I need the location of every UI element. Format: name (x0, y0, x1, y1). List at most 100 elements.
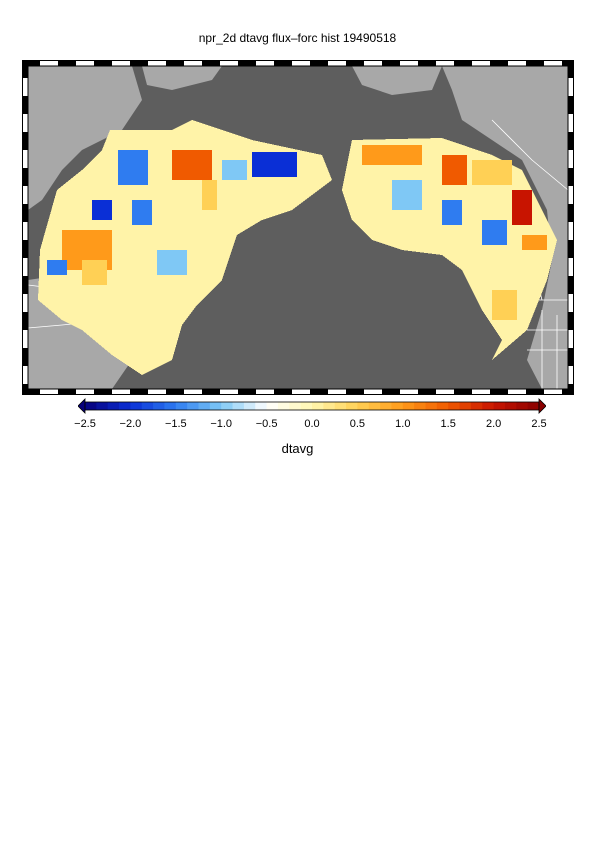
border-segment (544, 60, 562, 66)
border-segment (364, 389, 382, 395)
border-segment (526, 60, 544, 66)
colorbar-tick-label: −0.5 (255, 418, 278, 430)
asia-cell (202, 180, 217, 210)
border-segment (310, 389, 328, 395)
border-segment (220, 60, 238, 66)
border-segment (40, 60, 58, 66)
border-segment (568, 60, 574, 78)
border-segment (238, 60, 256, 66)
na-cell (472, 160, 512, 185)
border-segment (22, 258, 28, 276)
colorbar-bin (346, 402, 358, 410)
colorbar-bin (482, 402, 495, 410)
border-segment (292, 60, 310, 66)
border-segment (490, 60, 508, 66)
border-segment (382, 60, 400, 66)
border-segment (568, 204, 574, 222)
border-segment (22, 168, 28, 186)
border-segment (166, 60, 184, 66)
border-segment (346, 60, 364, 66)
colorbar-bin (414, 402, 426, 410)
border-segment (58, 389, 76, 395)
colorbar-bin (232, 402, 245, 410)
border-segment (508, 60, 526, 66)
colorbar-left-arrow (78, 398, 86, 414)
border-segment (148, 389, 166, 395)
colorbar (78, 398, 546, 414)
colorbar-tick-label: 1.0 (395, 418, 411, 430)
border-segment (568, 186, 574, 204)
border-segment (568, 312, 574, 330)
colorbar-bin (289, 402, 302, 410)
border-segment (568, 78, 574, 96)
border-segment (22, 60, 40, 66)
border-segment (418, 389, 436, 395)
border-segment (472, 389, 490, 395)
border-segment (22, 60, 28, 78)
border-segment (256, 60, 274, 66)
colorbar-bin (459, 402, 472, 410)
na-cell (482, 220, 507, 245)
border-segment (58, 60, 76, 66)
border-segment (400, 60, 418, 66)
border-segment (568, 132, 574, 150)
data-field-asia (38, 120, 332, 375)
border-segment (22, 114, 28, 132)
asia-base (38, 120, 332, 375)
colorbar-tick-label: 2.0 (485, 418, 502, 430)
colorbar-bin (504, 402, 517, 410)
colorbar-bin (312, 402, 324, 410)
colorbar-bin (391, 402, 404, 410)
border-segment (454, 60, 472, 66)
border-segment (568, 168, 574, 186)
colorbar-bin (153, 402, 165, 410)
border-segment (130, 60, 148, 66)
colorbar-tick-label: 0.5 (349, 418, 366, 430)
colorbar-tick-label: −1.0 (210, 418, 233, 430)
colorbar-bin (277, 402, 290, 410)
asia-cell (252, 152, 297, 177)
colorbar-bin (175, 402, 188, 410)
border-segment (94, 60, 112, 66)
colorbar-bin (187, 402, 199, 410)
na-cell (442, 200, 462, 225)
colorbar-bin (425, 402, 438, 410)
border-segment (256, 389, 274, 395)
asia-cell (118, 150, 148, 185)
colorbar-bin (527, 402, 540, 410)
border-segment (568, 258, 574, 276)
border-segment (292, 389, 310, 395)
border-segment (568, 114, 574, 132)
border-segment (274, 60, 292, 66)
asia-cell (222, 160, 247, 180)
na-cell (512, 190, 532, 225)
border-segment (202, 60, 220, 66)
border-segment (328, 60, 346, 66)
colorbar-bin (96, 402, 109, 410)
na-cell (392, 180, 422, 210)
border-segment (472, 60, 490, 66)
border-segment (436, 389, 454, 395)
border-segment (22, 240, 28, 258)
map (22, 60, 574, 395)
colorbar-bin (164, 402, 177, 410)
masked-land (28, 66, 568, 389)
plot-title: npr_2d dtavg flux–forc hist 19490518 (198, 31, 397, 45)
border-segment (22, 276, 28, 294)
colorbar-bin (380, 402, 392, 410)
colorbar-bin (436, 402, 449, 410)
colorbar-bin (334, 402, 347, 410)
border-segment (568, 240, 574, 258)
border-segment (22, 366, 28, 384)
colorbar-bin (209, 402, 222, 410)
na-cell (362, 145, 422, 165)
border-segment (490, 389, 508, 395)
colorbar-bin (357, 402, 370, 410)
border-segment (76, 60, 94, 66)
na-cell (522, 235, 547, 250)
border-segment (568, 276, 574, 294)
border-segment (112, 389, 130, 395)
border-segment (22, 222, 28, 240)
colorbar-bin (141, 402, 154, 410)
border-segment (568, 348, 574, 366)
